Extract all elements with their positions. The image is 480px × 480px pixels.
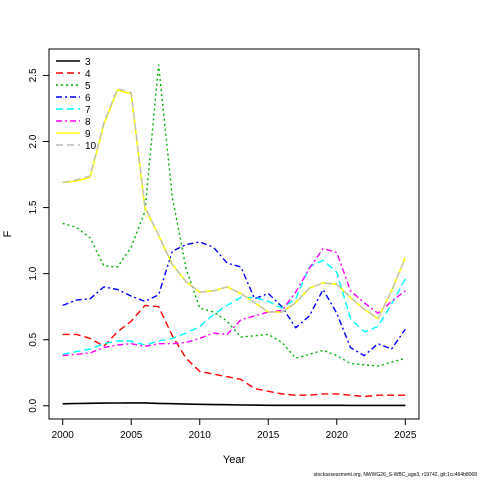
series-line-9 bbox=[62, 89, 407, 320]
series-line-6 bbox=[62, 241, 406, 357]
y-axis: 0.0 0.5 1.0 1.5 2.0 2.5 bbox=[28, 68, 49, 413]
series-line-4 bbox=[62, 304, 406, 398]
legend-label-5: 5 bbox=[85, 81, 91, 92]
series-line-3 bbox=[62, 402, 406, 407]
x-axis-title: Year bbox=[223, 454, 246, 466]
y-tick-label: 0.0 bbox=[28, 398, 39, 412]
y-tick-label: 1.5 bbox=[28, 200, 39, 214]
series-line-5 bbox=[62, 64, 406, 367]
legend-label-4: 4 bbox=[85, 69, 91, 80]
x-tick-label: 2015 bbox=[257, 430, 280, 441]
series-layer bbox=[62, 64, 407, 407]
legend-label-10: 10 bbox=[85, 141, 97, 152]
y-axis-title: F bbox=[2, 230, 14, 237]
series-line-10 bbox=[62, 87, 406, 320]
footer-text: stockassessment.org, NWWG26_S-WBC_age3, … bbox=[314, 472, 478, 478]
x-tick-label: 2000 bbox=[52, 430, 75, 441]
series-line-7 bbox=[62, 259, 406, 355]
legend-label-8: 8 bbox=[85, 117, 91, 128]
y-tick-label: 2.5 bbox=[28, 68, 39, 82]
x-tick-label: 2025 bbox=[394, 430, 417, 441]
y-tick-label: 2.0 bbox=[28, 134, 39, 148]
x-tick-label: 2005 bbox=[120, 430, 143, 441]
legend-label-9: 9 bbox=[85, 129, 91, 140]
legend-label-6: 6 bbox=[85, 93, 91, 104]
series-line-8 bbox=[62, 247, 406, 357]
x-tick-label: 2010 bbox=[189, 430, 212, 441]
x-axis: 2000 2005 2010 2015 2020 2025 bbox=[52, 419, 417, 441]
x-tick-label: 2020 bbox=[326, 430, 349, 441]
legend-label-3: 3 bbox=[85, 57, 91, 68]
plot-frame bbox=[48, 48, 420, 420]
y-tick-label: 0.5 bbox=[28, 332, 39, 346]
y-tick-label: 1.0 bbox=[28, 266, 39, 280]
legend-label-7: 7 bbox=[85, 105, 91, 116]
